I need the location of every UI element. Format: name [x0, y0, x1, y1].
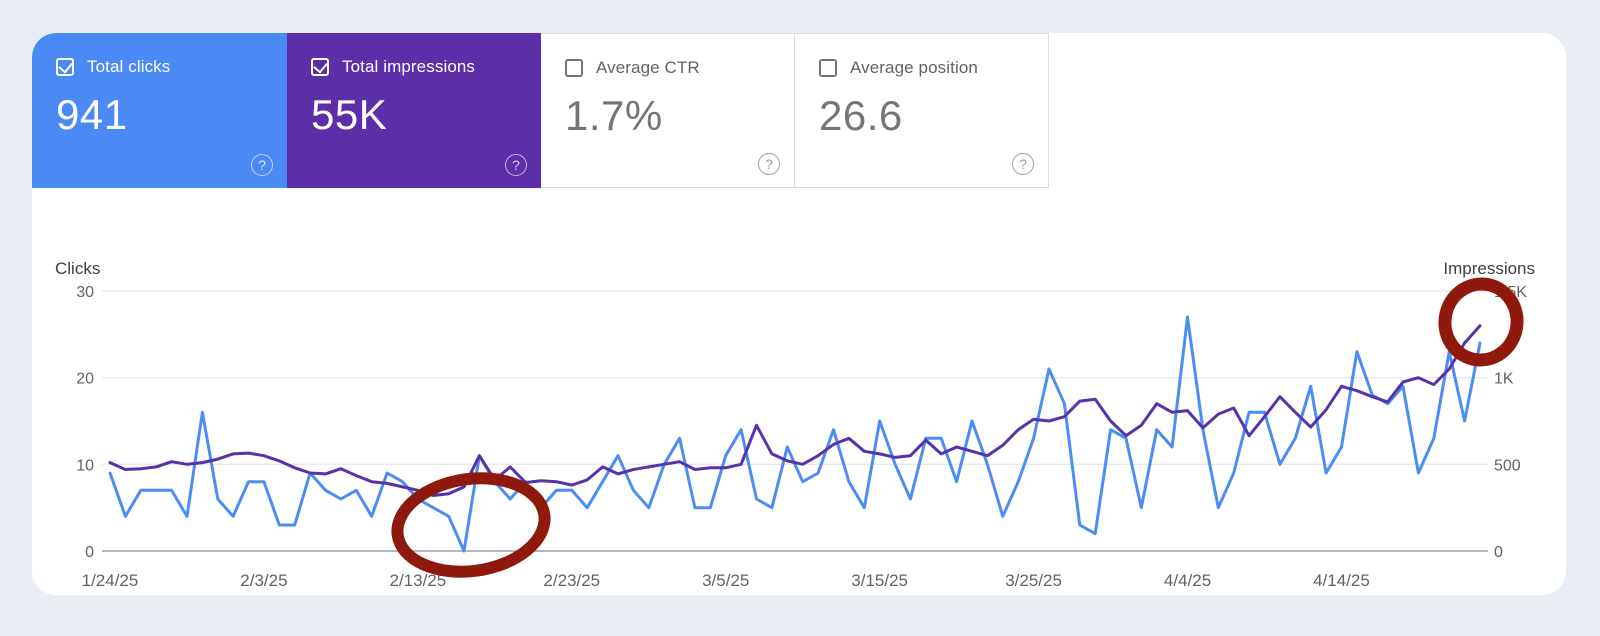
help-icon[interactable]: ?	[505, 154, 527, 176]
x-axis-date-label: 1/24/25	[82, 571, 139, 590]
series-line-impressions	[108, 324, 1482, 497]
left-axis-tick: 30	[76, 284, 94, 301]
left-axis-tick: 0	[85, 544, 94, 561]
red-circle-annotation	[391, 472, 551, 578]
card-value: 55K	[311, 91, 388, 138]
card-label: Average CTR	[596, 58, 700, 77]
right-axis-tick: 1K	[1494, 371, 1514, 388]
card-label: Average position	[850, 58, 978, 77]
card-value: 26.6	[819, 92, 903, 139]
performance-chart[interactable]: Clicks Impressions 30 20 10 0 1.5K 1K 500 0 1/24/2…	[32, 188, 1566, 595]
card-total-impressions[interactable]: Total impressions 55K ?	[287, 33, 541, 188]
chart-svg[interactable]: Clicks Impressions30201001.5K1K50001/24/2…	[32, 188, 1566, 595]
card-label: Total clicks	[87, 57, 171, 76]
card-value: 941	[56, 91, 128, 138]
left-axis-tick: 10	[76, 457, 94, 474]
red-circle-annotation	[1438, 277, 1524, 367]
card-average-position[interactable]: Average position 26.6 ?	[795, 33, 1049, 188]
checkbox-unchecked-icon[interactable]	[819, 59, 837, 77]
x-axis-date-label: 3/15/25	[851, 571, 908, 590]
metric-cards: Total clicks 941 ? Total impressions 55K…	[32, 33, 1049, 188]
x-axis-date-label: 4/4/25	[1164, 571, 1211, 590]
x-axis-date-label: 2/3/25	[240, 571, 287, 590]
x-axis-date-label: 3/5/25	[702, 571, 749, 590]
left-axis-tick: 20	[76, 371, 94, 388]
card-average-ctr[interactable]: Average CTR 1.7% ?	[541, 33, 795, 188]
card-total-clicks[interactable]: Total clicks 941 ?	[32, 33, 287, 188]
right-axis-title: Impressions	[1443, 259, 1535, 278]
x-axis-date-label: 2/23/25	[543, 571, 600, 590]
x-axis-date-label: 3/25/25	[1005, 571, 1062, 590]
help-icon[interactable]: ?	[1012, 153, 1034, 175]
series-line-clicks	[108, 315, 1482, 553]
card-label: Total impressions	[342, 57, 476, 76]
checkbox-checked-icon[interactable]	[311, 58, 329, 76]
right-axis-tick: 0	[1494, 544, 1503, 561]
help-icon[interactable]: ?	[758, 153, 780, 175]
performance-panel: Total clicks 941 ? Total impressions 55K…	[32, 33, 1566, 595]
x-axis-date-label: 2/13/25	[389, 571, 446, 590]
right-axis-tick: 500	[1494, 457, 1521, 474]
left-axis-title: Clicks	[55, 259, 100, 278]
card-value: 1.7%	[565, 92, 663, 139]
checkbox-unchecked-icon[interactable]	[565, 59, 583, 77]
checkbox-checked-icon[interactable]	[56, 58, 74, 76]
x-axis-date-label: 4/14/25	[1313, 571, 1370, 590]
help-icon[interactable]: ?	[251, 154, 273, 176]
